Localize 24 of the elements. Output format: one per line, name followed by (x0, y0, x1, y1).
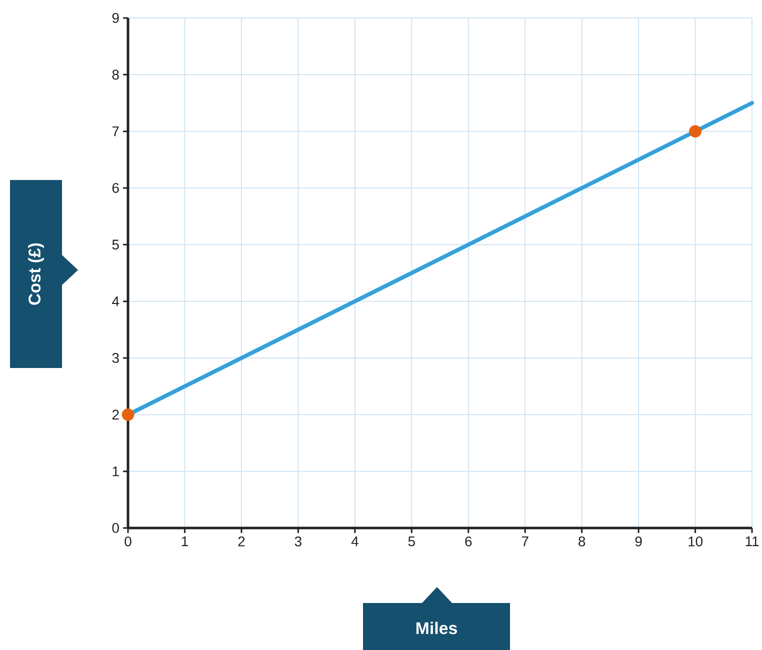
y-tick-label: 6 (112, 183, 119, 193)
x-axis-title: Miles (416, 622, 457, 634)
x-tick-label: 2 (238, 536, 245, 546)
x-tick-label: 4 (351, 536, 358, 546)
x-tick-label: 10 (688, 536, 702, 546)
y-tick-label: 2 (112, 410, 119, 420)
y-tick-label: 7 (112, 126, 119, 136)
y-axis-title: Cost (£) (28, 243, 44, 305)
x-tick-label: 1 (182, 536, 188, 546)
y-tick-label: 3 (112, 353, 119, 363)
x-tick-label: 11 (746, 536, 759, 546)
x-tick-label: 6 (465, 536, 472, 546)
x-tick-label: 9 (635, 536, 642, 546)
y-tick-label: 9 (112, 13, 119, 23)
y-tick-label: 4 (112, 296, 120, 306)
y-tick-label: 0 (112, 523, 119, 533)
x-tick-label: 7 (522, 536, 528, 546)
x-tick-label: 3 (294, 536, 302, 546)
y-tick-label: 5 (112, 240, 119, 250)
x-tick-label: 0 (124, 536, 132, 546)
x-tick-label: 8 (578, 536, 586, 546)
y-tick-label: 8 (112, 70, 119, 80)
x-tick-label: 5 (408, 536, 415, 546)
y-tick-label: 1 (112, 466, 119, 476)
